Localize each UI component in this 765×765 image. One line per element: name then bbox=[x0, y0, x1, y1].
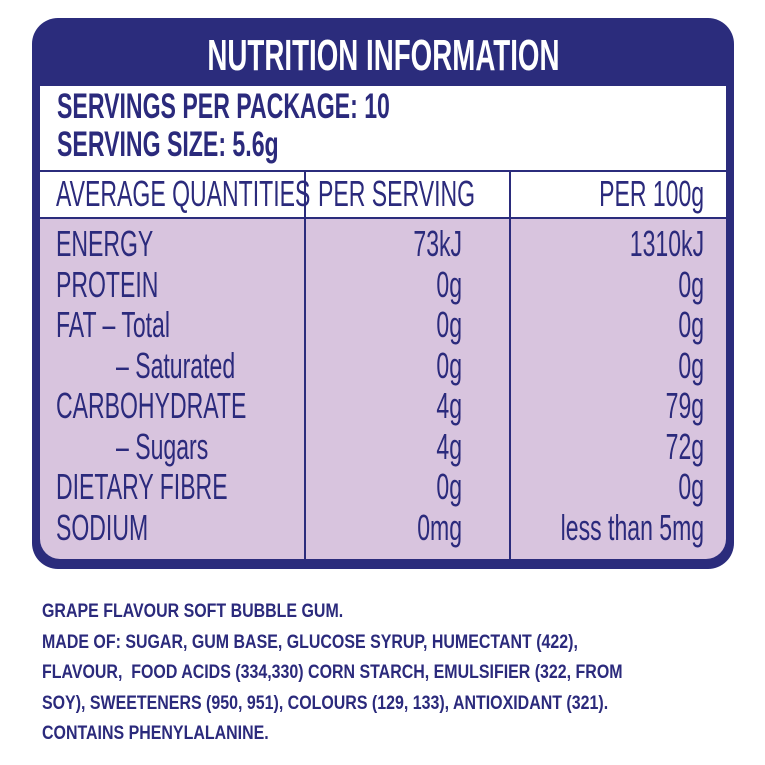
servings-panel bbox=[40, 86, 726, 170]
per-100g-value: 0g bbox=[678, 263, 704, 305]
table-body bbox=[40, 219, 726, 559]
per-serving-value: 73kJ bbox=[413, 223, 462, 264]
per-serving-value: 0mg bbox=[417, 506, 462, 548]
ingredients-line: FLAVOUR, FOOD ACIDS (334,330) CORN STARC… bbox=[42, 662, 623, 683]
column-header: PER SERVING bbox=[318, 173, 476, 214]
per-100g-value: less than 5mg bbox=[560, 506, 704, 548]
per-serving-value: 0g bbox=[436, 344, 462, 386]
per-serving-value: 0g bbox=[436, 263, 462, 305]
column-divider bbox=[509, 172, 511, 559]
per-serving-value: 0g bbox=[436, 304, 462, 345]
ingredients-line: SOY), SWEETENERS (950, 951), COLOURS (12… bbox=[42, 692, 609, 714]
serving-size: SERVING SIZE: 5.6g bbox=[57, 125, 279, 164]
per-100g-value: 1310kJ bbox=[629, 223, 704, 264]
per-serving-value: 4g bbox=[436, 425, 462, 467]
nutrient-name: – Sugars bbox=[116, 425, 209, 467]
ingredients-line: CONTAINS PHENYLALANINE. bbox=[42, 723, 269, 744]
nutrient-name: FAT – Total bbox=[56, 304, 170, 345]
title: NUTRITION INFORMATION bbox=[206, 31, 560, 80]
ingredients-line: MADE OF: SUGAR, GUM BASE, GLUCOSE SYRUP,… bbox=[42, 631, 578, 653]
column-divider bbox=[304, 172, 306, 559]
per-serving-value: 0g bbox=[436, 466, 462, 507]
per-100g-value: 79g bbox=[665, 385, 704, 426]
nutrient-name: PROTEIN bbox=[56, 263, 159, 305]
per-100g-value: 0g bbox=[678, 344, 704, 386]
column-header: PER 100g bbox=[598, 173, 704, 214]
per-100g-value: 0g bbox=[678, 466, 704, 507]
column-header-row bbox=[40, 172, 726, 217]
per-100g-value: 72g bbox=[665, 425, 704, 467]
nutrient-name: SODIUM bbox=[56, 506, 149, 548]
servings-per-package: SERVINGS PER PACKAGE: 10 bbox=[57, 87, 390, 126]
column-header: AVERAGE QUANTITIES bbox=[56, 173, 311, 214]
nutrient-name: ENERGY bbox=[56, 223, 154, 264]
per-serving-value: 4g bbox=[436, 385, 462, 426]
ingredients-line: GRAPE FLAVOUR SOFT BUBBLE GUM. bbox=[42, 601, 344, 622]
per-100g-value: 0g bbox=[678, 304, 704, 345]
nutrient-name: – Saturated bbox=[116, 344, 236, 386]
nutrient-name: CARBOHYDRATE bbox=[56, 385, 247, 426]
nutrient-name: DIETARY FIBRE bbox=[56, 466, 228, 507]
